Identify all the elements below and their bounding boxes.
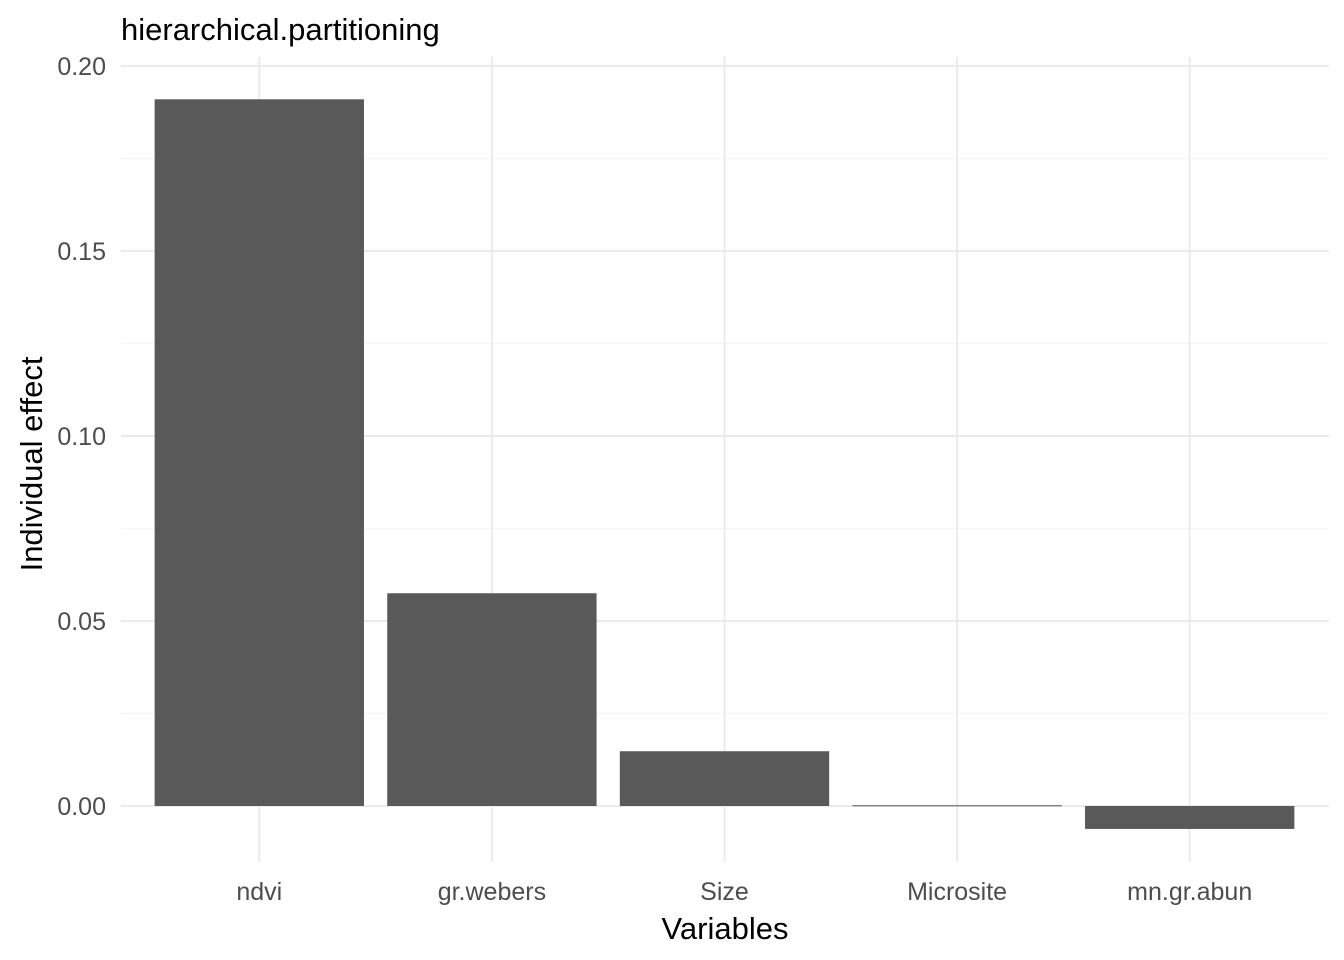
y-tick-label: 0.20 [57, 53, 106, 81]
x-tick-label: Microsite [907, 878, 1007, 906]
x-axis-title: Variables [662, 911, 789, 946]
bar [387, 593, 597, 806]
bar [1085, 806, 1295, 829]
y-tick-label: 0.00 [57, 793, 106, 821]
bar [852, 805, 1062, 807]
y-axis-tick-labels: 0.00 0.05 0.10 0.15 0.20 [57, 53, 106, 821]
x-tick-label: ndvi [236, 878, 282, 906]
bar [619, 751, 830, 806]
chart-title: hierarchical.partitioning [121, 12, 440, 47]
x-tick-label: gr.webers [438, 878, 546, 906]
x-tick-label: Size [700, 878, 749, 906]
y-tick-label: 0.05 [57, 608, 106, 636]
x-tick-label: mn.gr.abun [1127, 878, 1252, 906]
x-axis-tick-labels: ndvi gr.webers Size Microsite mn.gr.abun [236, 878, 1252, 906]
y-axis-title: Individual effect [14, 356, 49, 571]
y-tick-label: 0.15 [57, 238, 106, 266]
y-tick-label: 0.10 [57, 423, 106, 451]
bars [154, 99, 1295, 829]
bar [154, 99, 364, 807]
